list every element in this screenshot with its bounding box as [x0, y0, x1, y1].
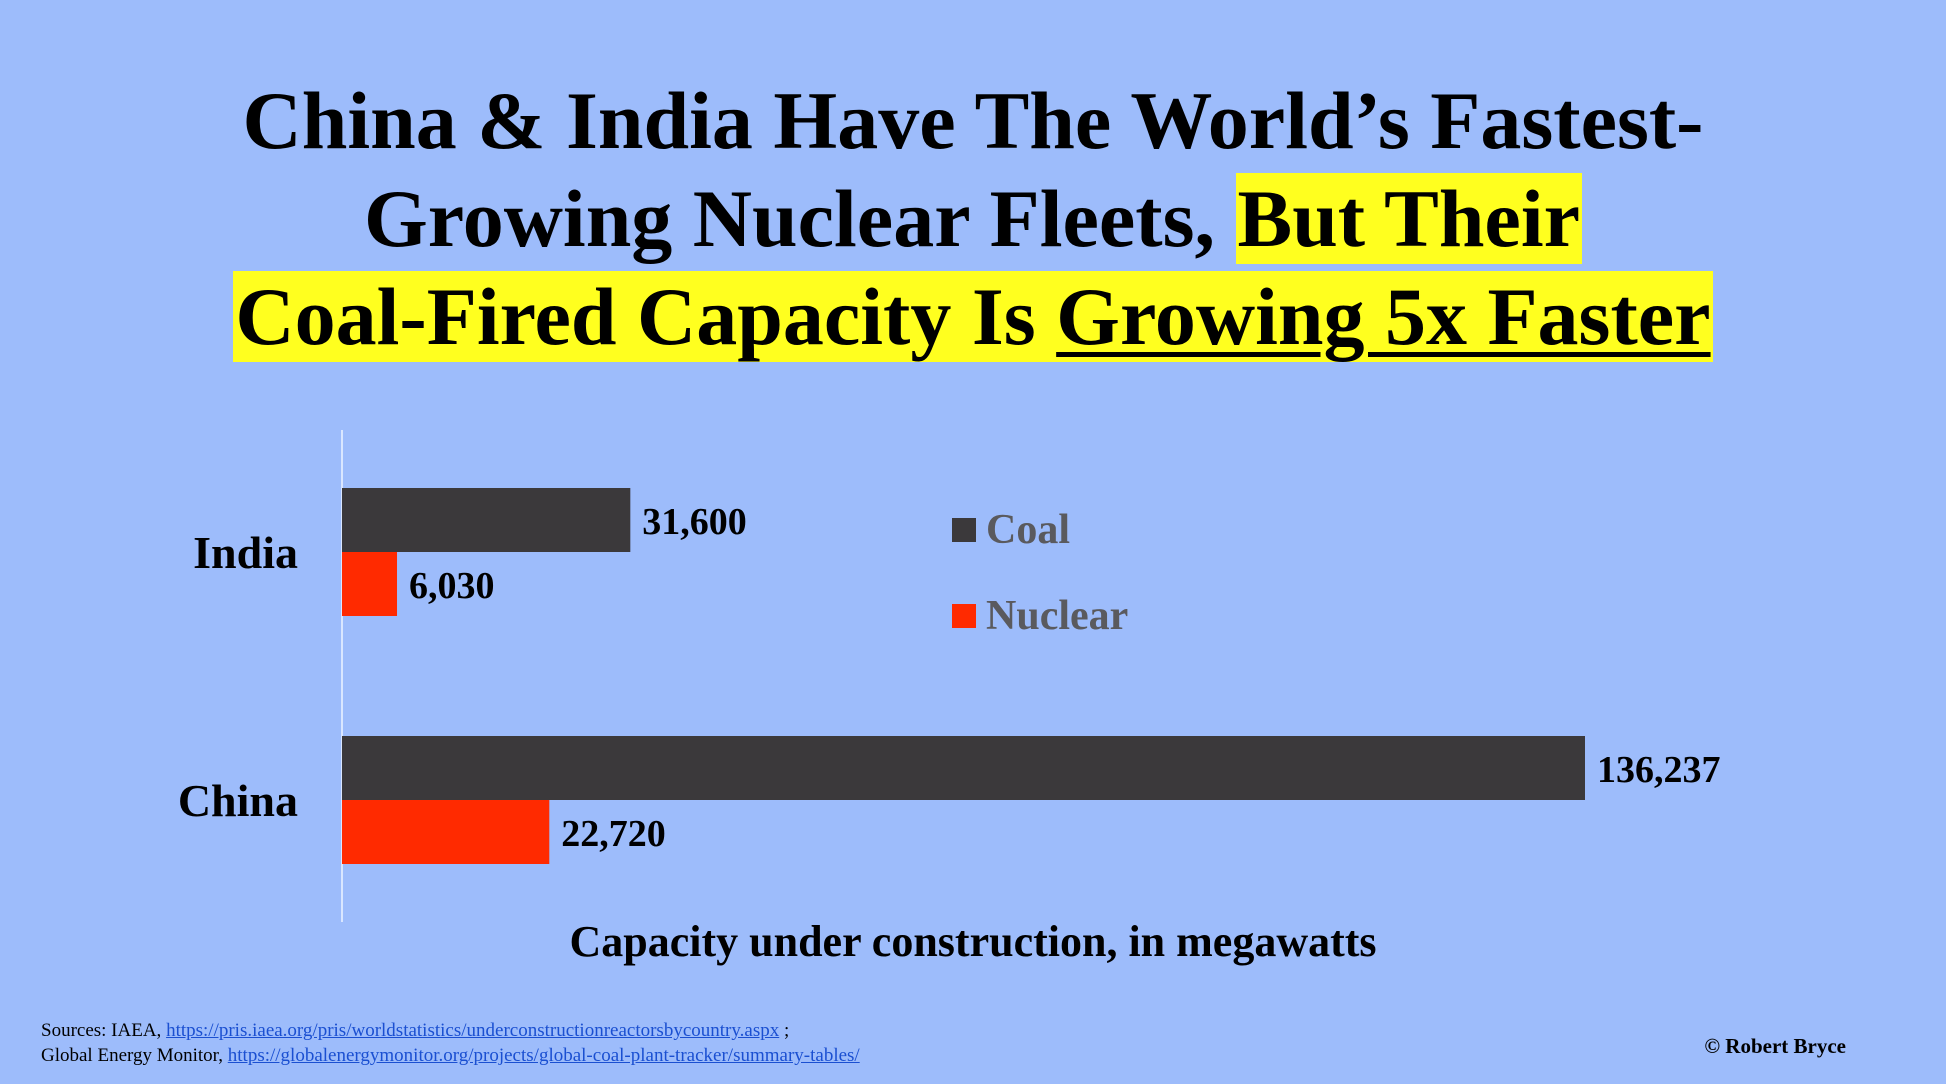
title-line-1: China & India Have The World’s Fastest- — [242, 75, 1704, 166]
bar-nuclear-china — [342, 800, 550, 864]
data-label-coal-india: 31,600 — [642, 501, 747, 543]
title-highlight-but-their: But Their — [1235, 173, 1582, 264]
source-1-prefix: Sources: IAEA, — [41, 1020, 167, 1041]
legend-label-coal: Coal — [986, 507, 1070, 553]
chart-title: China & India Have The World’s Fastest- … — [0, 72, 1946, 366]
title-underlined-growing-faster: Growing 5x Faster — [1056, 271, 1711, 362]
source-2-prefix: Global Energy Monitor, — [41, 1045, 228, 1066]
legend-swatch-nuclear — [952, 604, 976, 628]
category-label-china: China — [178, 775, 298, 826]
source-line-1: Sources: IAEA, https://pris.iaea.org/pri… — [41, 1018, 860, 1043]
legend-label-nuclear: Nuclear — [986, 593, 1128, 639]
iaea-source-link[interactable]: https://pris.iaea.org/pris/worldstatisti… — [166, 1020, 780, 1041]
title-line-3: Coal-Fired Capacity Is Growing 5x Faster — [0, 268, 1946, 366]
title-line-2: Growing Nuclear Fleets, But Their — [0, 170, 1946, 268]
title-highlight-line-3: Coal-Fired Capacity Is Growing 5x Faster — [233, 271, 1713, 362]
bar-nuclear-india — [342, 552, 398, 616]
source-line-2: Global Energy Monitor, https://globalene… — [41, 1043, 860, 1068]
sources-note: Sources: IAEA, https://pris.iaea.org/pri… — [41, 1018, 860, 1068]
data-label-nuclear-india: 6,030 — [409, 565, 495, 607]
bar-coal-china — [342, 736, 1585, 800]
source-1-suffix: ; — [779, 1020, 790, 1041]
data-label-nuclear-china: 22,720 — [561, 813, 666, 855]
data-label-coal-china: 136,237 — [1597, 749, 1721, 791]
copyright-notice: © Robert Bryce — [1704, 1034, 1846, 1058]
legend-swatch-coal — [952, 518, 976, 542]
category-label-india: India — [193, 527, 298, 578]
bar-coal-india — [342, 488, 631, 552]
title-line-3-text: Coal-Fired Capacity Is — [235, 271, 1057, 362]
gem-source-link[interactable]: https://globalenergymonitor.org/projects… — [227, 1045, 860, 1066]
title-line-2-text: Growing Nuclear Fleets, — [364, 173, 1236, 264]
x-axis-label: Capacity under construction, in megawatt… — [569, 917, 1377, 966]
